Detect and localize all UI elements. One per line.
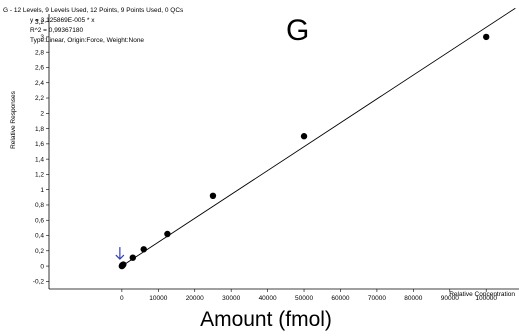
equation-text: y = 3,125869E-005 * x [30, 17, 95, 24]
y-tick-label: 0,4 [35, 233, 44, 240]
fit-info-text: Type:Linear, Origin:Force, Weight:None [30, 37, 144, 44]
y-tick-label: 2,8 [35, 49, 44, 56]
y-axis-label: Relative Responses [10, 90, 17, 149]
x-axis-label: Relative Concentration [449, 291, 515, 298]
regression-line [121, 7, 516, 267]
y-tick-label: 1,4 [35, 156, 44, 163]
data-point [300, 133, 308, 140]
x-tick-labels: 0 10000 20000 30000 40000 50000 60000 70000 8000… [120, 295, 497, 302]
y-tick-label: 1,8 [35, 126, 44, 133]
big-letter-label: G [286, 14, 309, 47]
axes [48, 14, 519, 290]
amount-caption: Amount (fmol) [200, 308, 332, 331]
data-point [140, 246, 147, 253]
y-tick-label: 3 [40, 34, 44, 41]
y-tick-label: 3,2 [35, 19, 44, 26]
y-tick-label: 2 [40, 111, 44, 118]
x-tick-label: 20000 [186, 295, 204, 302]
x-tick-label: 50000 [295, 295, 313, 302]
x-tick-label: 30000 [222, 295, 240, 302]
x-tick-label: 70000 [368, 295, 386, 302]
data-point [483, 33, 490, 41]
y-tick-labels: -0,2 0 0,2 0,4 0,6 0,8 1 1,2 1,4 1,6 1,8 2 2,2 2,4 2,6… [33, 19, 45, 286]
x-tick-label: 10000 [149, 295, 167, 302]
r-squared-text: R^2 = 0,99367180 [30, 27, 83, 34]
y-tick-label: 1,2 [35, 172, 44, 179]
y-tick-label: 0 [40, 263, 44, 270]
arrow-head [115, 254, 125, 260]
chart-header: G - 12 Levels, 9 Levels Used, 12 Points,… [3, 7, 184, 44]
y-tick-label: 2,2 [35, 95, 44, 102]
x-tick-label: 0 [120, 295, 124, 302]
y-tick-label: 1,6 [35, 141, 44, 148]
y-tick-label: 0,8 [35, 202, 44, 209]
x-tick-label: 40000 [259, 295, 277, 302]
y-tick-label: 0,2 [35, 248, 44, 255]
y-tick-label: 2,6 [35, 65, 44, 72]
y-tick-label: 2,4 [35, 80, 44, 87]
y-tick-label: 0,6 [35, 217, 44, 224]
data-point [164, 230, 171, 238]
data-point [129, 254, 136, 261]
arrow-marker [115, 247, 125, 260]
x-tick-label: 100000 [475, 295, 497, 302]
x-tick-label: 90000 [441, 295, 459, 302]
data-point [209, 192, 217, 200]
y-tick-label: -0,2 [33, 279, 45, 286]
data-point [120, 261, 127, 268]
x-tick-label: 60000 [331, 295, 349, 302]
tick-marks [46, 21, 487, 292]
chart-title-line: G - 12 Levels, 9 Levels Used, 12 Points,… [3, 7, 184, 14]
regression-line-group [121, 7, 516, 267]
data-points [118, 33, 490, 270]
x-tick-label: 80000 [404, 295, 422, 302]
y-tick-label: 1 [40, 187, 44, 194]
